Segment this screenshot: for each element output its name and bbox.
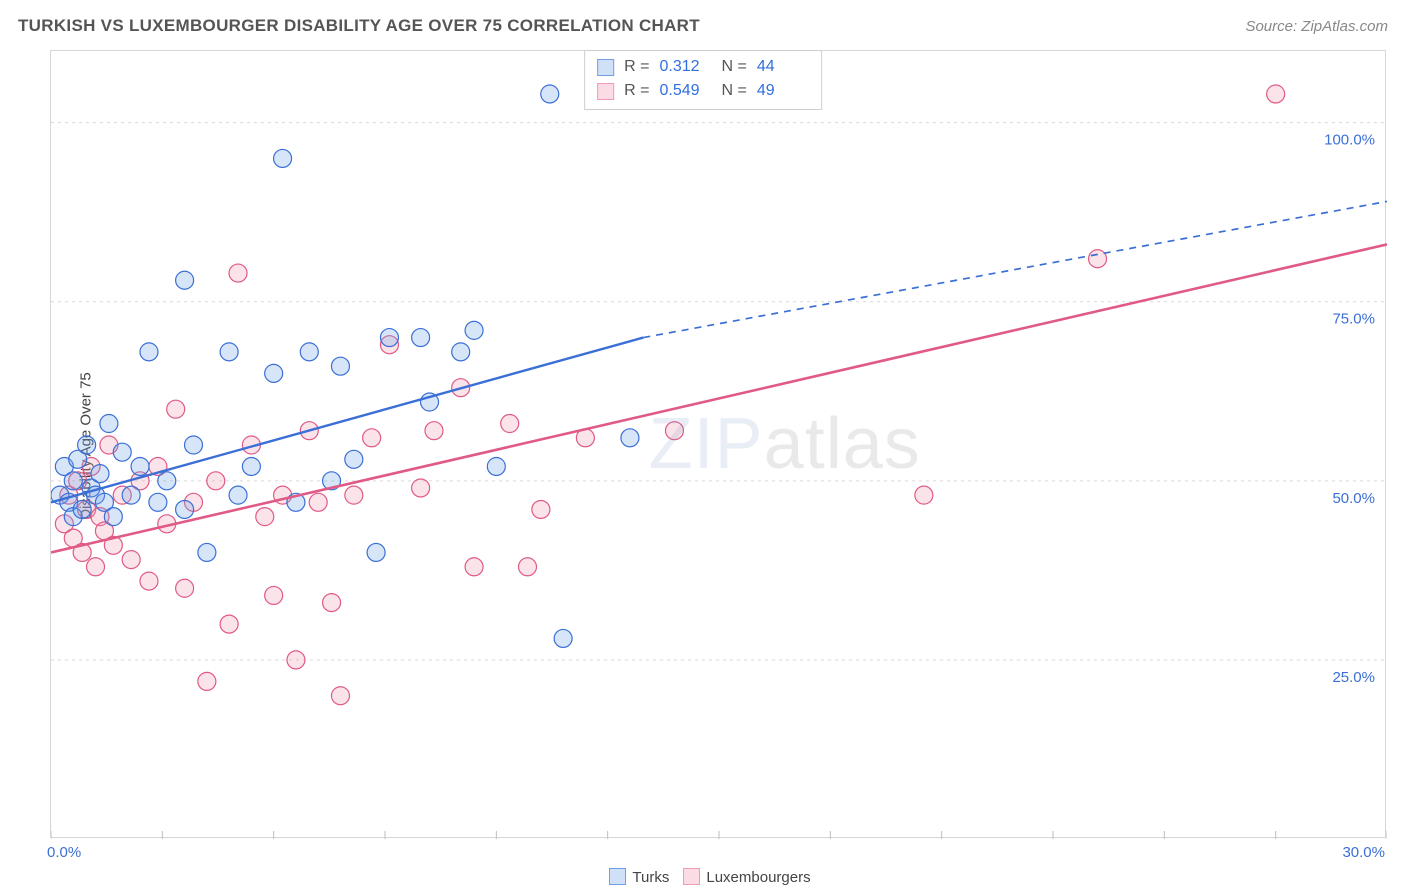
data-point: [207, 472, 225, 490]
stat-value-r: 0.312: [660, 55, 712, 79]
data-point: [323, 594, 341, 612]
data-point: [300, 343, 318, 361]
data-point: [198, 543, 216, 561]
y-tick-label: 25.0%: [1332, 669, 1375, 686]
data-point: [452, 343, 470, 361]
stat-label-r: R =: [624, 79, 649, 103]
data-point: [140, 343, 158, 361]
legend-label: Turks: [632, 869, 669, 886]
data-point: [380, 329, 398, 347]
data-point: [158, 472, 176, 490]
data-point: [331, 687, 349, 705]
legend-label: Luxembourgers: [706, 869, 810, 886]
scatter-svg: 25.0% 50.0% 75.0% 100.0%: [51, 51, 1387, 839]
data-point: [131, 457, 149, 475]
x-tick-label: 0.0%: [47, 844, 81, 861]
stat-row: R = 0.312 N = 44: [597, 55, 809, 79]
data-point: [331, 357, 349, 375]
data-point: [256, 508, 274, 526]
data-point: [345, 450, 363, 468]
data-point: [412, 329, 430, 347]
bottom-legend: Turks Luxembourgers: [0, 868, 1406, 886]
data-point: [220, 615, 238, 633]
data-point: [265, 586, 283, 604]
data-point: [915, 486, 933, 504]
chart-title: TURKISH VS LUXEMBOURGER DISABILITY AGE O…: [18, 16, 700, 36]
data-point: [140, 572, 158, 590]
data-point: [149, 493, 167, 511]
stat-label-n: N =: [722, 79, 747, 103]
data-point: [87, 558, 105, 576]
legend-swatch: [683, 868, 700, 885]
y-tick-label: 50.0%: [1332, 490, 1375, 507]
legend-swatch: [609, 868, 626, 885]
data-point: [122, 551, 140, 569]
data-point: [176, 271, 194, 289]
data-point: [185, 436, 203, 454]
stat-value-r: 0.549: [660, 79, 712, 103]
data-point: [64, 472, 82, 490]
data-point: [122, 486, 140, 504]
data-point: [274, 149, 292, 167]
data-point: [113, 443, 131, 461]
stat-value-n: 44: [757, 55, 809, 79]
data-point: [100, 415, 118, 433]
data-point: [412, 479, 430, 497]
data-point: [1267, 85, 1285, 103]
data-point: [309, 493, 327, 511]
data-point: [91, 465, 109, 483]
data-point: [363, 429, 381, 447]
data-point: [554, 629, 572, 647]
data-point: [242, 457, 260, 475]
data-point: [265, 364, 283, 382]
plot-area: 25.0%50.0%75.0%100.0% ZIPatlas 0.0%30.0%: [50, 50, 1386, 838]
y-tick-label: 100.0%: [1324, 132, 1375, 149]
chart-header: TURKISH VS LUXEMBOURGER DISABILITY AGE O…: [18, 16, 1388, 36]
data-point: [73, 500, 91, 518]
data-point: [621, 429, 639, 447]
data-point: [220, 343, 238, 361]
data-point: [287, 651, 305, 669]
data-point: [465, 321, 483, 339]
regression-line: [51, 244, 1387, 552]
stat-legend-box: R = 0.312 N = 44 R = 0.549 N = 49: [584, 50, 822, 110]
stat-value-n: 49: [757, 79, 809, 103]
legend-swatch: [597, 59, 614, 76]
stat-label-n: N =: [722, 55, 747, 79]
data-point: [176, 500, 194, 518]
data-point: [104, 508, 122, 526]
data-point: [425, 422, 443, 440]
data-point: [78, 436, 96, 454]
data-point: [167, 400, 185, 418]
data-point: [541, 85, 559, 103]
data-point: [665, 422, 683, 440]
chart-source: Source: ZipAtlas.com: [1245, 18, 1388, 35]
data-point: [465, 558, 483, 576]
stat-label-r: R =: [624, 55, 649, 79]
data-point: [176, 579, 194, 597]
data-point: [229, 264, 247, 282]
data-point: [367, 543, 385, 561]
data-point: [229, 486, 247, 504]
data-point: [345, 486, 363, 504]
data-point: [532, 500, 550, 518]
data-point: [519, 558, 537, 576]
stat-row: R = 0.549 N = 49: [597, 79, 809, 103]
data-point: [487, 457, 505, 475]
y-tick-label: 75.0%: [1332, 311, 1375, 328]
data-point: [198, 672, 216, 690]
x-tick-label: 30.0%: [1342, 844, 1385, 861]
legend-swatch: [597, 83, 614, 100]
data-point: [501, 415, 519, 433]
